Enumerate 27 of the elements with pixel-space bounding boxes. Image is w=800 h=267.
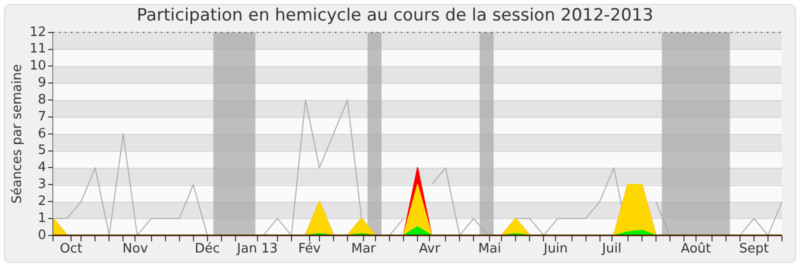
y-tick-label: 0: [38, 228, 46, 243]
y-axis-title: Séances par semaine: [10, 64, 26, 204]
x-tick-label: Juil: [601, 242, 622, 257]
chart-title: Participation en hemicycle au cours de la session 2012-2013: [136, 6, 654, 26]
y-tick-label: 11: [30, 42, 46, 57]
x-tick-label: Juin: [542, 242, 568, 257]
x-tick-label: Mar: [351, 242, 376, 257]
y-tick-label: 6: [38, 126, 46, 142]
y-tick-label: 2: [38, 194, 46, 209]
y-tick-label: 5: [38, 143, 46, 158]
x-tick-label: Jan 13: [236, 242, 278, 257]
x-tick-label: Fév: [298, 242, 321, 257]
x-tick-label: Déc: [194, 242, 220, 257]
x-tick-label: Avr: [419, 242, 441, 257]
x-tick-label: Août: [680, 242, 711, 257]
y-tick-label: 8: [38, 92, 46, 108]
y-tick-label: 7: [38, 109, 46, 124]
y-tick-label: 4: [38, 160, 46, 176]
y-tick-label: 9: [38, 76, 46, 91]
y-tick-label: 1: [38, 210, 46, 226]
x-tick-label: Sept: [739, 242, 769, 257]
x-tick-label: Nov: [122, 242, 148, 257]
y-tick-label: 3: [38, 177, 46, 192]
y-tick-label: 12: [30, 24, 46, 40]
y-tick-label: 10: [30, 58, 46, 74]
x-tick-label: Mai: [478, 242, 502, 257]
x-tick-label: Oct: [60, 242, 82, 257]
